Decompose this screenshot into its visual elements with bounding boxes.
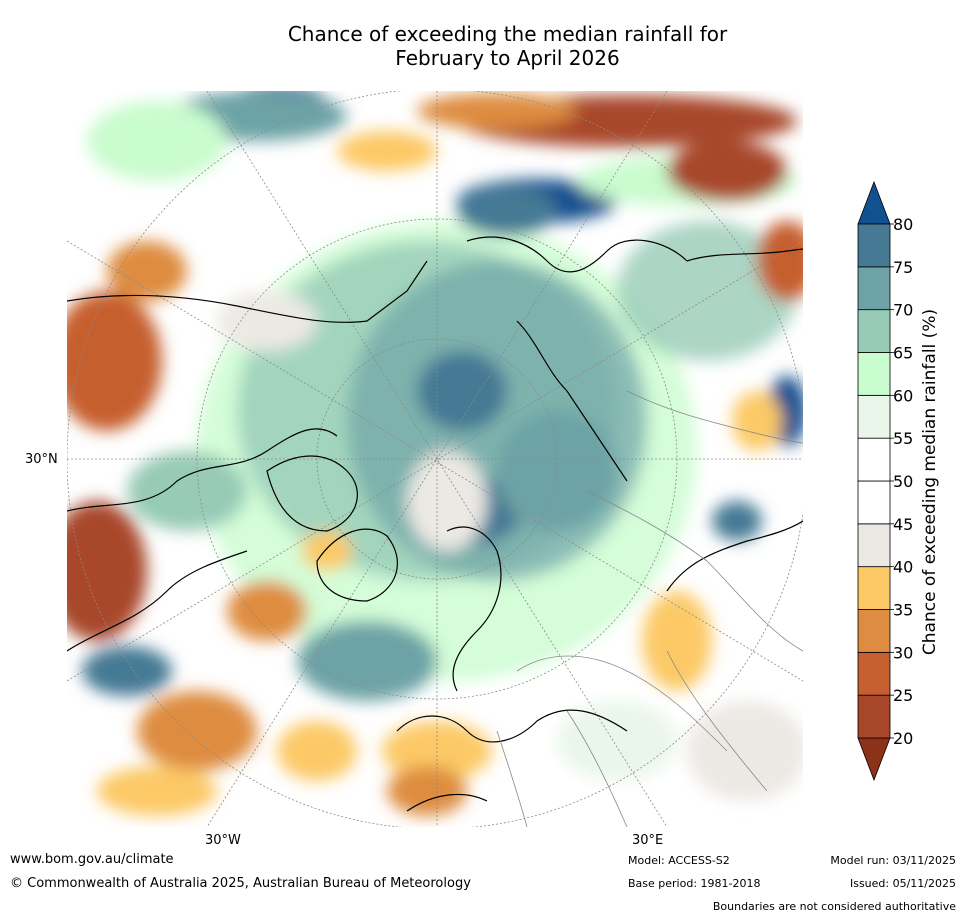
colorbar-segment [857, 223, 891, 268]
colorbar-over-arrow [857, 180, 891, 225]
colorbar-tick-label: 20 [893, 729, 913, 748]
colorbar-segment [857, 266, 891, 311]
colorbar-segment [857, 309, 891, 353]
latitude-label-30n: 30°N [25, 452, 58, 467]
colorbar-tick-label: 45 [893, 515, 913, 534]
rainfall-map [67, 91, 803, 827]
colorbar-segment [857, 609, 891, 653]
colorbar-tick-label: 35 [893, 601, 913, 620]
map-title: Chance of exceeding the median rainfall … [0, 22, 965, 70]
copyright-text: © Commonwealth of Australia 2025, Austra… [10, 876, 471, 891]
colorbar-tick-label: 70 [893, 301, 913, 320]
colorbar-segment [857, 651, 891, 696]
colorbar-tick-label: 60 [893, 386, 913, 405]
colorbar-segment [857, 352, 891, 396]
model-run-date: Model run: 03/11/2025 [830, 854, 956, 867]
colorbar-tick-label: 55 [893, 429, 913, 448]
colorbar-segment [857, 566, 891, 610]
colorbar-svg: 20 25 30 35 40 45 50 55 60 65 70 75 80 [857, 180, 913, 782]
colorbar-tick-label: 40 [893, 558, 913, 577]
country-boundaries [496, 390, 803, 827]
colorbar-under-arrow [857, 737, 891, 782]
website-link[interactable]: www.bom.gov.au/climate [10, 852, 174, 867]
colorbar-tick-label: 65 [893, 344, 913, 363]
colorbar-tick-label: 30 [893, 643, 913, 662]
colorbar-segment [857, 694, 891, 739]
model-name: Model: ACCESS-S2 [628, 854, 730, 867]
map-canvas [67, 91, 803, 827]
colorbar-tick-label: 80 [893, 215, 913, 234]
colorbar-segment [857, 523, 891, 568]
issued-date: Issued: 05/11/2025 [849, 877, 956, 890]
colorbar-segment [857, 437, 891, 482]
longitude-label-30w: 30°W [205, 833, 241, 848]
colorbar-segment [857, 394, 891, 439]
colorbar-label: Chance of exceeding median rainfall (%) [920, 308, 940, 656]
colorbar: 20 25 30 35 40 45 50 55 60 65 70 75 80 [857, 180, 913, 782]
base-period: Base period: 1981-2018 [628, 877, 761, 890]
coastlines [67, 236, 803, 812]
title-line-2: February to April 2026 [395, 46, 620, 70]
colorbar-tick-label: 75 [893, 258, 913, 277]
colorbar-tick-label: 50 [893, 472, 913, 491]
boundary-disclaimer: Boundaries are not considered authoritat… [712, 900, 956, 913]
colorbar-tick-label: 25 [893, 686, 913, 705]
graticule [67, 91, 803, 827]
longitude-label-30e: 30°E [632, 833, 664, 848]
title-line-1: Chance of exceeding the median rainfall … [287, 22, 728, 46]
colorbar-segment [857, 480, 891, 525]
